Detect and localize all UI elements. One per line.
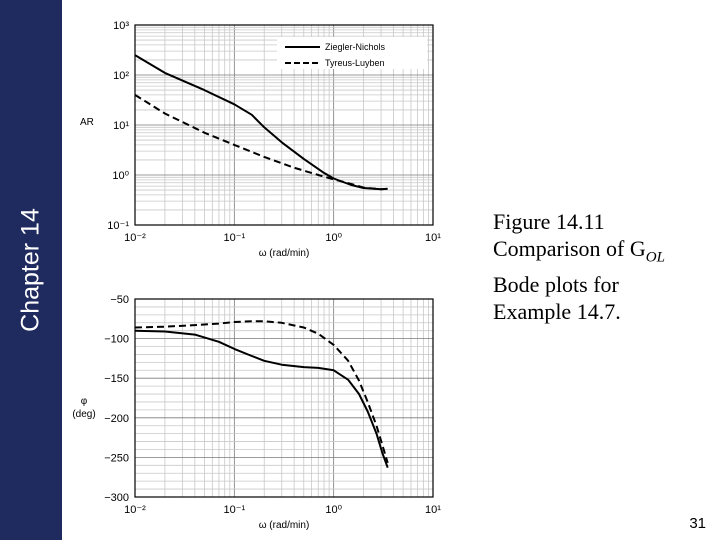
y-tick-label: −200 [104, 413, 129, 425]
y-tick-label: 10¹ [113, 120, 129, 132]
y-axis-label: φ [81, 396, 88, 407]
x-tick-label: 10⁻² [124, 504, 146, 516]
x-axis-label: ω (rad/min) [259, 248, 310, 259]
y-tick-label: −150 [104, 373, 129, 385]
y-tick-label: −100 [104, 334, 129, 346]
y-axis-label: AR [80, 117, 94, 128]
y-tick-label: 10⁻¹ [107, 220, 129, 232]
plot-frame [134, 24, 434, 226]
y-tick-label: −250 [104, 452, 129, 464]
x-tick-label: 10⁻¹ [223, 504, 245, 516]
legend-label: Ziegler-Nichols [325, 42, 386, 52]
figure-caption: Figure 14.11 Comparison of GOL Bode plot… [493, 208, 665, 325]
chapter-label: Chapter 14 [16, 208, 45, 332]
legend: Ziegler-Nichols Tyreus-Luyben [277, 37, 427, 69]
x-tick-label: 10⁻¹ [223, 232, 245, 244]
y-tick-label: 10³ [113, 20, 129, 32]
y-tick-label: −50 [110, 294, 129, 306]
x-axis-label: ω (rad/min) [259, 520, 310, 531]
x-tick-label: 10⁻² [124, 232, 146, 244]
series-line-ziegler-nichols [134, 329, 389, 469]
phase-plot: 10⁻² 10⁻¹ 10⁰ 10¹ −50 −100 −150 −200 −250 −300 ω (… [72, 294, 441, 531]
legend-label: Tyreus-Luyben [325, 58, 385, 68]
caption-line-4: Example 14.7. [493, 299, 621, 325]
chapter-sidebar: Chapter 14 [0, 0, 62, 540]
x-tick-label: 10⁰ [325, 504, 342, 516]
y-tick-label: 10² [113, 70, 129, 82]
page-number: 31 [689, 515, 706, 532]
y-axis-unit: (deg) [72, 409, 95, 420]
x-tick-label: 10¹ [425, 504, 441, 516]
legend-box [277, 37, 427, 69]
y-tick-label: −300 [104, 492, 129, 504]
caption-line-2-text: Comparison of G [493, 236, 646, 261]
caption-line-3: Bode plots for [493, 272, 619, 298]
caption-line-1: Figure 14.11 [493, 209, 605, 234]
series-line-tyreus-luyben [134, 94, 388, 191]
plot-frame [134, 298, 434, 498]
y-tick-label: 10⁰ [112, 170, 129, 182]
caption-subscript: OL [645, 249, 665, 266]
x-tick-label: 10¹ [425, 232, 441, 244]
series-line-tyreus-luyben [134, 320, 389, 464]
x-tick-label: 10⁰ [325, 232, 342, 244]
caption-line-2: Comparison of GOL [493, 235, 665, 271]
